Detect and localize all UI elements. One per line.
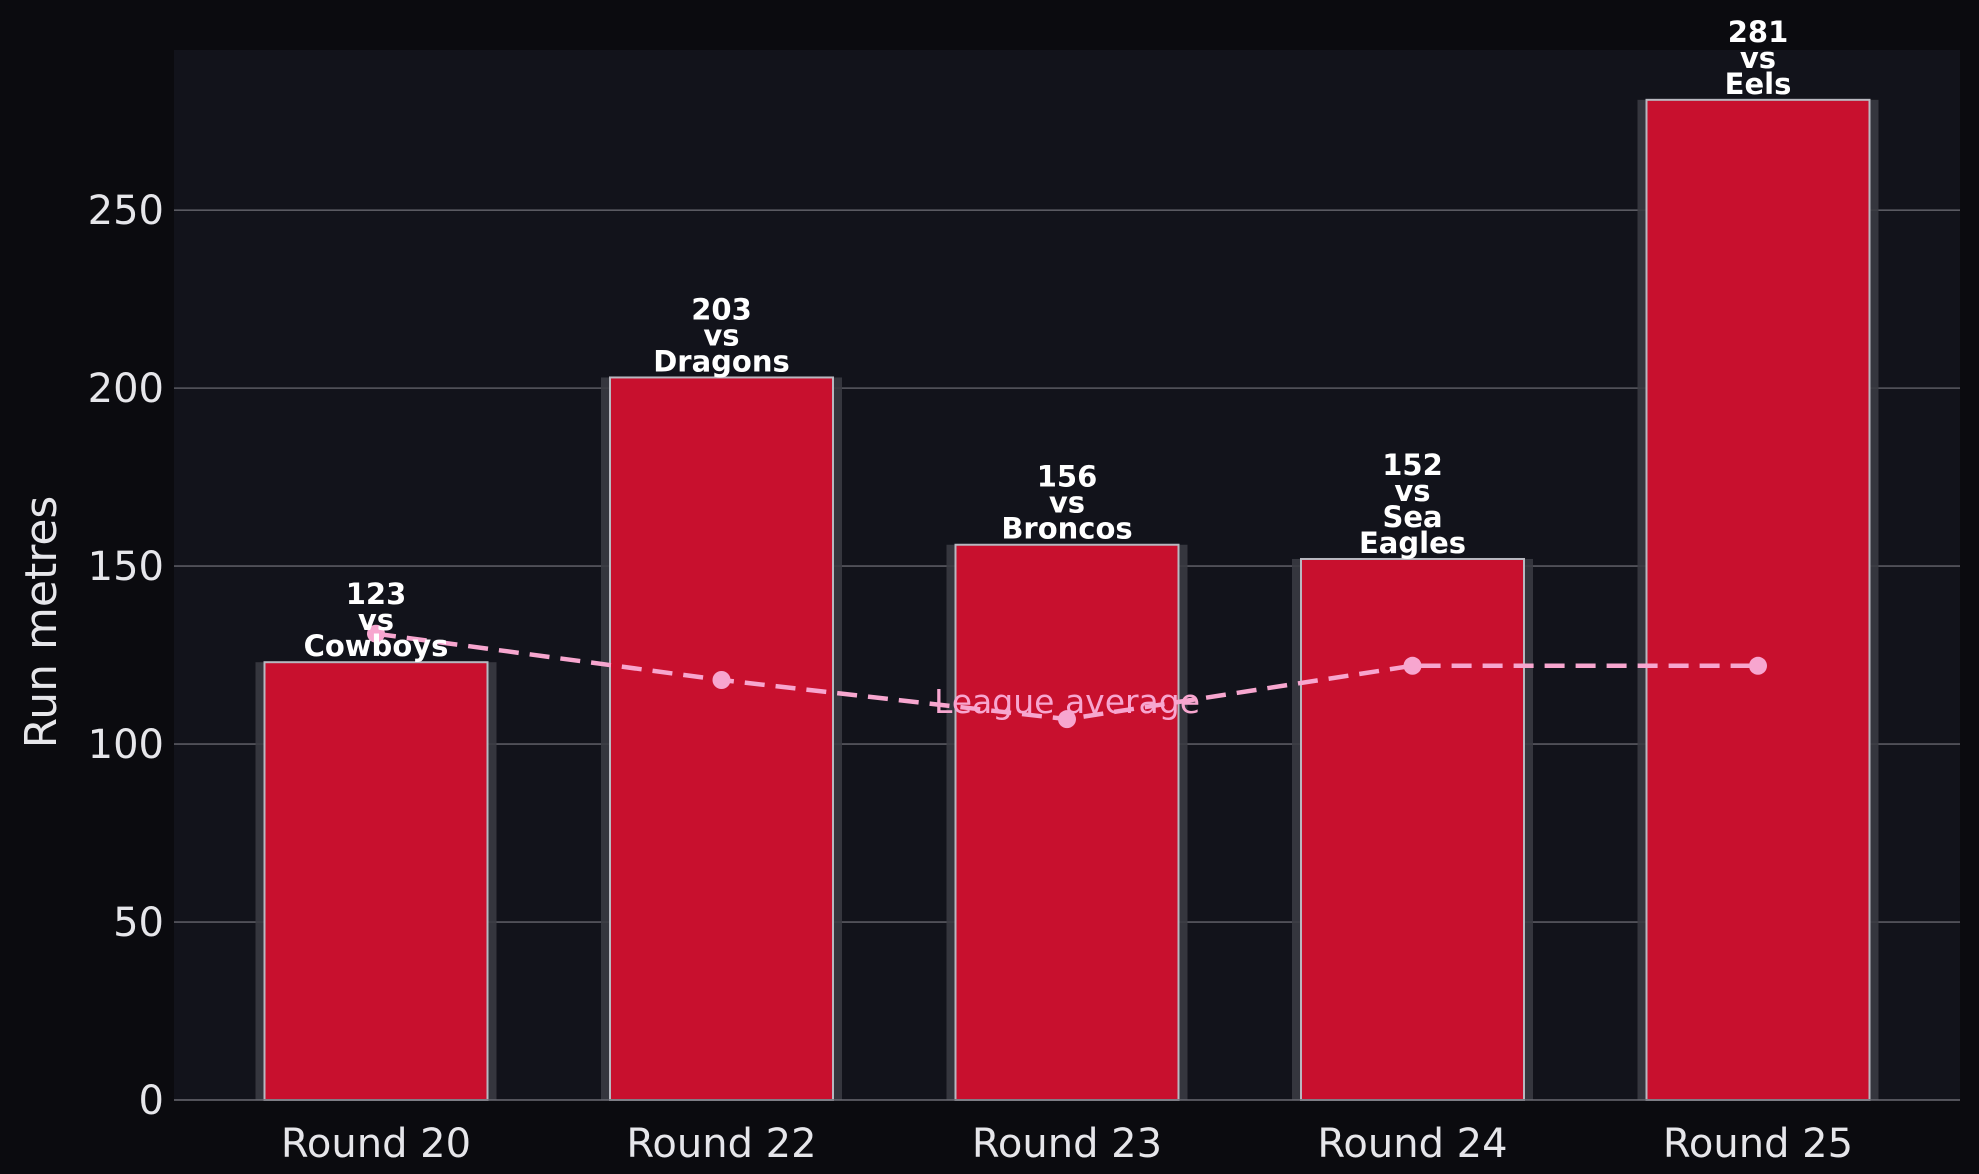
average-point — [1058, 710, 1076, 729]
bar-data-label: Broncos — [1001, 512, 1132, 546]
bar — [609, 376, 834, 1101]
bar-data-label: Sea — [1382, 500, 1442, 534]
bar-data-label: vs — [1394, 474, 1430, 508]
y-tick-label: 50 — [113, 900, 164, 946]
y-tick-label: 150 — [88, 544, 164, 590]
y-tick-label: 200 — [88, 366, 164, 412]
average-point — [367, 624, 385, 643]
x-tick-label: Round 23 — [972, 1121, 1162, 1167]
bar-data-label: vs — [358, 603, 394, 637]
bar-data-label: vs — [703, 318, 739, 352]
bar-data-label: 281 — [1728, 15, 1789, 49]
x-tick-label: Round 22 — [626, 1121, 816, 1167]
x-axis: Round 20 Round 22 Round 23 Round 24 Round 25 — [281, 1121, 1853, 1167]
average-point — [1749, 656, 1767, 675]
bar-data-label: vs — [1049, 486, 1085, 520]
y-tick-label: 0 — [139, 1078, 164, 1124]
bar-data-label: 203 — [691, 292, 752, 326]
bars — [255, 98, 1879, 1101]
bar-data-label: 152 — [1382, 448, 1443, 482]
x-tick-label: Round 25 — [1663, 1121, 1853, 1167]
y-tick-label: 100 — [88, 722, 164, 768]
average-line — [367, 624, 1767, 729]
average-point — [712, 671, 731, 689]
bar-data-label: Eels — [1725, 67, 1792, 101]
bar-data-label: Cowboys — [304, 629, 449, 663]
y-tick-label: 250 — [88, 188, 164, 234]
bar — [1300, 557, 1525, 1101]
bar — [1645, 98, 1871, 1101]
bar-data-label: vs — [1740, 41, 1776, 75]
bar-data-label: Eagles — [1359, 526, 1466, 560]
x-tick-label: Round 24 — [1317, 1121, 1507, 1167]
y-axis-label: Run metres — [16, 496, 67, 749]
bar-data-label: 123 — [346, 577, 407, 611]
bar-data-label: 156 — [1037, 460, 1098, 494]
bar — [954, 543, 1180, 1101]
line-annotation: League average — [934, 682, 1200, 721]
y-axis: 0 50 100 150 200 250 — [88, 188, 1960, 1124]
average-point — [1403, 656, 1422, 675]
x-tick-label: Round 20 — [281, 1121, 471, 1167]
bar-labels: 123vsCowboys203vsDragons156vsBroncos152v… — [304, 15, 1792, 663]
bar-data-label: Dragons — [653, 344, 790, 378]
bar — [263, 661, 489, 1101]
